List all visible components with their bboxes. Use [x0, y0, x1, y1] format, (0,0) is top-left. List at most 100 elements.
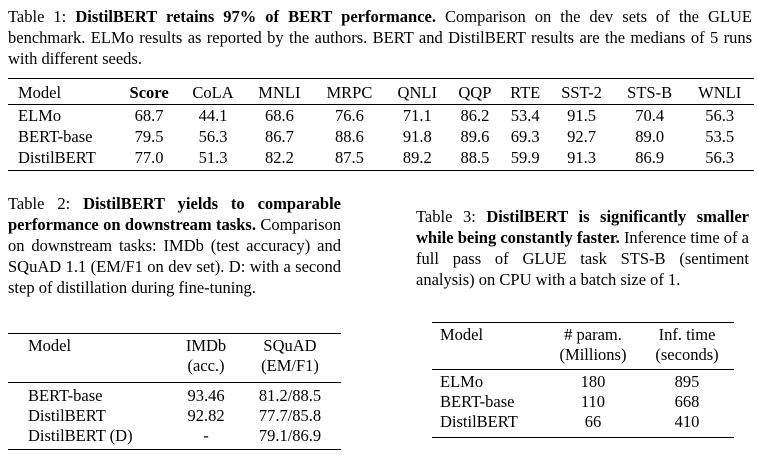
table-cell: 53.5	[705, 127, 735, 146]
table-cell: 68.7	[134, 106, 164, 125]
table-cell: 82.2	[264, 148, 294, 167]
table-cell: 68.6	[264, 106, 294, 125]
table1-header-mrpc: MRPC	[326, 83, 373, 102]
table-cell: DistilBERT	[18, 148, 96, 167]
table-cell: BERT-base	[28, 386, 103, 405]
table3-header-model: Model	[440, 325, 484, 344]
table-cell: 51.3	[198, 148, 228, 167]
table-row: BERT-base 79.5 56.3 86.7 88.6 91.8 89.6 …	[8, 126, 754, 147]
table2-header-squad: SQuAD (EM/F1)	[244, 336, 336, 376]
table2-top-rule	[8, 333, 341, 335]
table-cell: -	[203, 426, 209, 445]
table3-top-rule	[432, 322, 734, 324]
table-cell: 79.1/86.9	[258, 426, 322, 445]
table1-header-cola: CoLA	[192, 83, 234, 102]
table1-header-rte: RTE	[510, 83, 541, 102]
table-cell: 895	[674, 372, 700, 391]
table-cell: 93.46	[187, 386, 225, 405]
table3-caption: Table 3: DistilBERT is significantly sma…	[416, 206, 749, 290]
table-cell: 86.7	[264, 127, 294, 146]
table3-size-speed: Model # param. (Millions) Inf. time (sec…	[440, 325, 732, 432]
table1-header-sst2: SST-2	[561, 83, 602, 102]
table-row: ELMo 180 895	[440, 372, 732, 392]
table2-header-model: Model	[28, 336, 72, 355]
table-cell: 410	[674, 412, 700, 431]
table1-header-model: Model	[18, 83, 62, 102]
table3-header-time-line2: (seconds)	[655, 345, 719, 364]
table-cell: 81.2/88.5	[258, 386, 322, 405]
table-cell: ELMo	[18, 106, 62, 125]
table3-header-time: Inf. time (seconds)	[642, 325, 732, 365]
table2-caption-rest: Comparison on downstream tasks: IMDb (te…	[8, 215, 342, 297]
table3-bottom-rule	[432, 437, 734, 439]
table3-caption-rest: Inference time of a full pass of GLUE ta…	[416, 228, 749, 289]
table-cell: BERT-base	[18, 127, 93, 146]
table1-caption-label: Table 1:	[8, 7, 67, 26]
table3-header-param: # param. (Millions)	[544, 325, 642, 365]
table2-header-row: Model IMDb (acc.) SQuAD (EM/F1)	[28, 336, 336, 376]
table-cell: DistilBERT (D)	[28, 426, 133, 445]
table-cell: 56.3	[705, 106, 735, 125]
table1-header-score: Score	[129, 83, 169, 102]
table-cell: 86.9	[635, 148, 665, 167]
table-cell: BERT-base	[440, 392, 515, 411]
table-row: DistilBERT 92.82 77.7/85.8	[28, 406, 336, 426]
table1-bottom-rule	[8, 170, 754, 172]
table-cell: DistilBERT	[28, 406, 106, 425]
table-cell: 91.5	[567, 106, 596, 125]
table3-header-row: Model # param. (Millions) Inf. time (sec…	[440, 325, 732, 365]
table3-header-rule	[432, 369, 734, 370]
table2-caption: Table 2: DistilBERT yields to comparable…	[8, 193, 341, 298]
table1-top-rule	[8, 78, 754, 80]
table-cell: 76.6	[334, 106, 364, 125]
table-cell: 92.82	[187, 406, 225, 425]
table1-header-rule	[8, 104, 754, 105]
table-cell: 89.2	[402, 148, 432, 167]
table3-header-param-line2: (Millions)	[559, 345, 627, 364]
table1-caption: Table 1: DistilBERT retains 97% of BERT …	[8, 6, 752, 69]
table-row: ELMo 68.7 44.1 68.6 76.6 71.1 86.2 53.4 …	[8, 105, 754, 126]
table-row: DistilBERT (D) - 79.1/86.9	[28, 426, 336, 446]
table-row: DistilBERT 66 410	[440, 412, 732, 432]
table1-header-row: Model Score CoLA MNLI MRPC QNLI QQP RTE …	[8, 80, 754, 105]
table2-header-imdb-line2: (acc.)	[187, 356, 225, 375]
table-cell: ELMo	[440, 372, 484, 391]
table1-header-wnli: WNLI	[698, 83, 742, 102]
table-cell: 70.4	[635, 106, 665, 125]
table-cell: 88.6	[334, 127, 364, 146]
table-cell: 59.9	[510, 148, 540, 167]
table-cell: 668	[674, 392, 700, 411]
table1-header-qnli: QNLI	[397, 83, 437, 102]
table-cell: 87.5	[334, 148, 364, 167]
table-cell: 79.5	[134, 127, 164, 146]
table1-glue-results: Model Score CoLA MNLI MRPC QNLI QQP RTE …	[8, 80, 754, 168]
table2-bottom-rule	[8, 449, 341, 451]
table3-header-time-line1: Inf. time	[658, 325, 716, 344]
table1-caption-bold: DistilBERT retains 97% of BERT performan…	[75, 7, 436, 26]
table-cell: 77.7/85.8	[258, 406, 322, 425]
table-cell: 88.5	[460, 148, 490, 167]
table-cell: 71.1	[402, 106, 432, 125]
table3-caption-bold: DistilBERT is significantly smaller whil…	[416, 207, 749, 247]
table2-header-imdb: IMDb (acc.)	[168, 336, 244, 376]
table-cell: 91.3	[567, 148, 596, 167]
table-cell: 53.4	[510, 106, 540, 125]
table-cell: 92.7	[567, 127, 596, 146]
table-cell: 180	[580, 372, 606, 391]
table-cell: 56.3	[198, 127, 228, 146]
table-cell: 66	[584, 412, 602, 431]
table2-caption-bold: DistilBERT yields to comparable performa…	[8, 194, 342, 234]
table1-caption-rest: Comparison on the dev sets of the GLUE b…	[8, 7, 753, 68]
table-cell: 56.3	[705, 148, 735, 167]
table2-header-rule	[8, 382, 341, 383]
table-cell: 86.2	[460, 106, 490, 125]
table-cell: 69.3	[510, 127, 540, 146]
table2-header-squad-line2: (EM/F1)	[261, 356, 319, 375]
table-cell: DistilBERT	[440, 412, 518, 431]
table-cell: 89.0	[635, 127, 665, 146]
table-row: DistilBERT 77.0 51.3 82.2 87.5 89.2 88.5…	[8, 147, 754, 168]
table1-header-qqp: QQP	[458, 83, 492, 102]
table3-caption-label: Table 3:	[416, 207, 476, 226]
table2-header-squad-line1: SQuAD	[263, 336, 317, 355]
table-cell: 44.1	[198, 106, 228, 125]
